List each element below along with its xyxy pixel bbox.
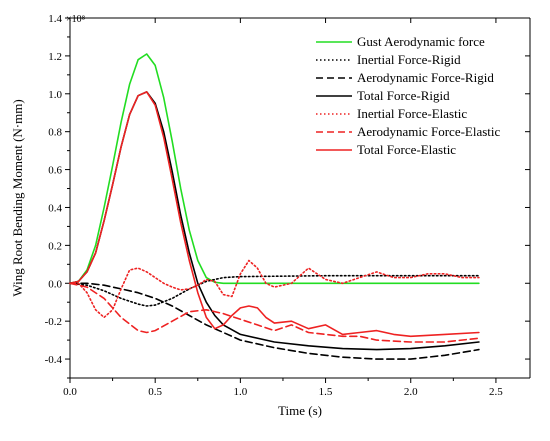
plot-area (69, 53, 480, 360)
series-line-total-force-elastic (69, 91, 480, 338)
legend-label-inertial-force-rigid: Inertial Force-Rigid (357, 52, 461, 67)
series-line-inertial-force-rigid (69, 274, 480, 307)
y-tick-label: 1.4 (48, 13, 62, 25)
y-axis-title: Wing Root Bending Moment (N·mm) (10, 99, 25, 296)
y-tick-label: 0.8 (48, 127, 62, 139)
series-line-aerodynamic-force-elastic (69, 282, 480, 343)
x-tick-label: 1.5 (319, 386, 333, 398)
x-tick-label: 0.5 (148, 386, 162, 398)
y-tick-label: 0.6 (48, 165, 62, 177)
y-tick-label: -0.4 (45, 354, 63, 366)
legend: Gust Aerodynamic force Inertial Force-Rig… (316, 34, 501, 157)
legend-label-total-force-rigid: Total Force-Rigid (357, 88, 450, 103)
x-ticks: 0.0 0.5 1.0 1.5 2.0 2.5 (63, 18, 503, 398)
y-tick-label: 1.0 (48, 89, 62, 101)
x-tick-label: 2.5 (489, 386, 503, 398)
legend-label-inertial-force-elastic: Inertial Force-Elastic (357, 106, 467, 121)
series-line-gust-aerodynamic-force (69, 53, 480, 285)
x-tick-label: 2.0 (404, 386, 418, 398)
y-multiplier-label: ×10⁸ (66, 14, 86, 25)
y-tick-label: 0.4 (48, 202, 62, 214)
legend-label-aerodynamic-force-elastic: Aerodynamic Force-Elastic (357, 124, 501, 139)
y-tick-label: 0.0 (48, 278, 62, 290)
legend-label-total-force-elastic: Total Force-Elastic (357, 142, 456, 157)
legend-label-aerodynamic-force-rigid: Aerodynamic Force-Rigid (357, 70, 494, 85)
y-tick-label: 1.2 (48, 51, 62, 63)
y-tick-label: -0.2 (45, 316, 62, 328)
x-tick-label: 0.0 (63, 386, 77, 398)
y-ticks: -0.4 -0.2 0.0 0.2 0.4 0.6 0.8 1.0 1.2 1.4 (45, 13, 530, 379)
series-line-inertial-force-elastic (69, 259, 480, 319)
y-tick-label: 0.2 (48, 240, 62, 252)
legend-label-gust-aerodynamic-force: Gust Aerodynamic force (357, 34, 485, 49)
x-axis-title: Time (s) (278, 403, 322, 418)
x-tick-label: 1.0 (233, 386, 247, 398)
